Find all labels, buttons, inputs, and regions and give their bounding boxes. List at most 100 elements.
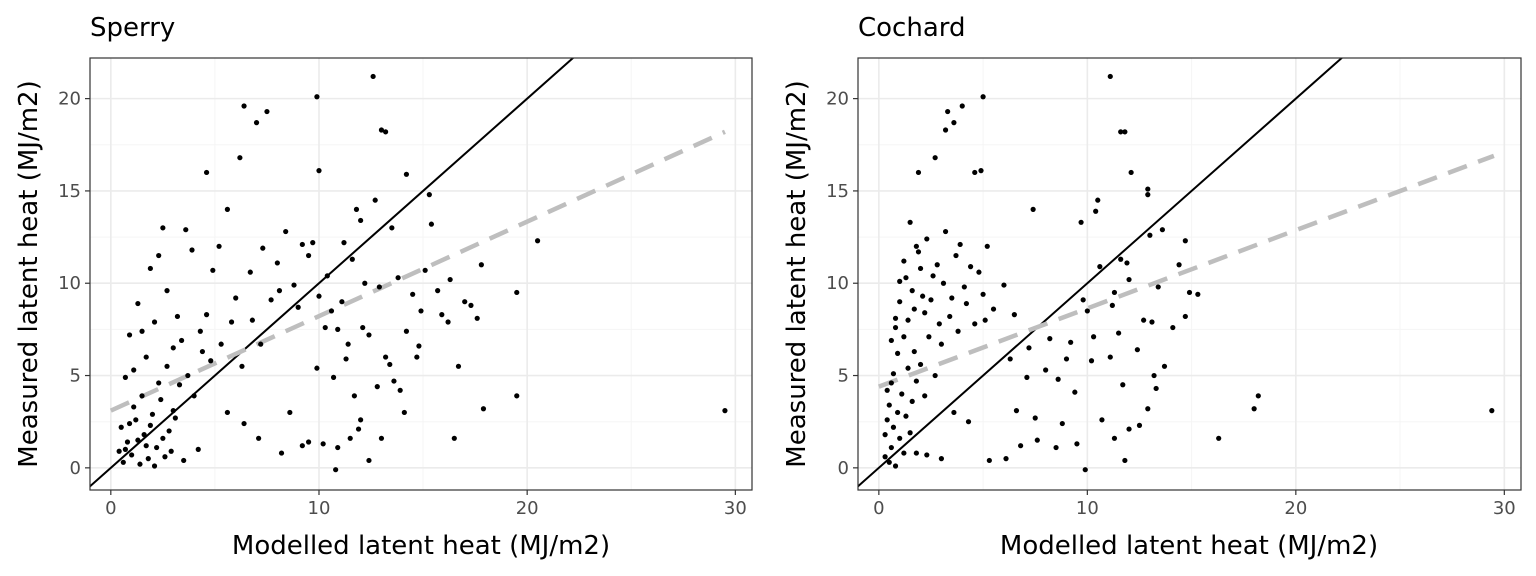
data-point bbox=[143, 443, 149, 449]
data-point bbox=[924, 452, 930, 458]
data-point bbox=[1026, 345, 1032, 351]
data-point bbox=[1093, 208, 1099, 214]
data-point bbox=[160, 225, 166, 231]
data-point bbox=[139, 393, 145, 399]
data-point bbox=[1128, 169, 1134, 176]
data-point bbox=[160, 435, 166, 441]
data-point bbox=[972, 169, 978, 176]
data-point bbox=[1136, 422, 1143, 428]
data-point bbox=[1059, 420, 1065, 427]
data-point bbox=[335, 444, 341, 451]
data-point bbox=[474, 315, 480, 321]
data-point bbox=[358, 217, 364, 224]
data-point bbox=[395, 275, 401, 281]
data-point bbox=[224, 206, 230, 212]
data-point bbox=[428, 221, 435, 227]
data-point bbox=[143, 354, 149, 360]
data-point bbox=[1182, 238, 1188, 244]
data-point bbox=[126, 420, 133, 427]
data-point bbox=[1153, 385, 1159, 392]
y-tick-label: 10 bbox=[826, 273, 849, 294]
data-point bbox=[1126, 276, 1132, 283]
data-point bbox=[264, 108, 270, 115]
data-point bbox=[1047, 336, 1053, 342]
data-point bbox=[391, 378, 397, 384]
panel-title: Cochard bbox=[858, 13, 966, 43]
data-point bbox=[374, 384, 380, 390]
data-point bbox=[1034, 437, 1040, 443]
data-point bbox=[905, 365, 911, 371]
data-point bbox=[291, 282, 297, 288]
data-point bbox=[426, 192, 432, 198]
data-point bbox=[913, 243, 919, 249]
data-point bbox=[961, 284, 967, 290]
data-point bbox=[1489, 408, 1495, 414]
panel-cochard: Cochard 0 10 20 30 0 5 10 15 20 Modelled latent… bbox=[782, 13, 1522, 561]
data-point bbox=[203, 169, 210, 176]
data-point bbox=[310, 240, 316, 246]
data-point bbox=[397, 387, 403, 393]
data-point bbox=[149, 411, 156, 417]
data-point bbox=[274, 260, 280, 266]
data-point bbox=[963, 300, 970, 307]
data-point bbox=[986, 457, 992, 464]
data-point bbox=[172, 415, 178, 421]
data-point bbox=[972, 321, 978, 327]
data-point bbox=[247, 269, 253, 275]
data-point bbox=[1063, 356, 1070, 362]
data-point bbox=[926, 334, 932, 340]
data-point bbox=[915, 169, 922, 176]
data-point bbox=[341, 240, 347, 246]
reference-lines bbox=[858, 58, 1495, 488]
data-point bbox=[890, 371, 897, 377]
data-point bbox=[955, 328, 961, 334]
data-point bbox=[903, 275, 909, 281]
data-point bbox=[886, 459, 892, 465]
data-point bbox=[278, 450, 285, 456]
data-point bbox=[1097, 264, 1103, 270]
data-point bbox=[882, 432, 888, 438]
data-point bbox=[166, 428, 172, 434]
data-point bbox=[953, 252, 959, 259]
data-point bbox=[126, 332, 133, 338]
data-point bbox=[353, 206, 360, 212]
data-point bbox=[1043, 367, 1049, 373]
data-point bbox=[210, 267, 216, 273]
identity-line bbox=[90, 58, 575, 488]
data-point bbox=[314, 94, 320, 100]
data-point bbox=[1145, 192, 1151, 198]
data-point bbox=[892, 463, 899, 469]
data-point bbox=[139, 328, 145, 334]
data-point bbox=[137, 461, 143, 467]
data-point bbox=[378, 435, 385, 441]
data-point bbox=[984, 243, 990, 249]
data-point bbox=[383, 129, 389, 135]
data-point bbox=[366, 332, 372, 338]
data-point bbox=[1080, 297, 1086, 303]
data-point bbox=[947, 313, 953, 320]
data-point bbox=[930, 273, 936, 279]
y-axis-title: Measured latent heat (MJ/m2) bbox=[14, 80, 44, 467]
data-point bbox=[934, 262, 940, 268]
data-point bbox=[886, 402, 892, 408]
data-point bbox=[1149, 319, 1155, 325]
data-point bbox=[168, 448, 174, 454]
data-point bbox=[151, 463, 158, 469]
data-point bbox=[256, 435, 262, 441]
data-point bbox=[147, 265, 153, 272]
data-point bbox=[932, 372, 938, 379]
data-point bbox=[183, 227, 189, 233]
data-point bbox=[135, 437, 141, 443]
data-point bbox=[295, 304, 301, 310]
data-point bbox=[1024, 374, 1030, 380]
data-point bbox=[1072, 389, 1078, 395]
data-point bbox=[895, 350, 901, 356]
data-point bbox=[158, 396, 164, 403]
data-point bbox=[920, 293, 926, 299]
data-point bbox=[924, 236, 930, 242]
x-axis-title: Modelled latent heat (MJ/m2) bbox=[1000, 531, 1378, 561]
data-point bbox=[156, 252, 162, 259]
data-point bbox=[316, 168, 322, 174]
data-point bbox=[1007, 356, 1013, 362]
data-point bbox=[249, 317, 255, 323]
